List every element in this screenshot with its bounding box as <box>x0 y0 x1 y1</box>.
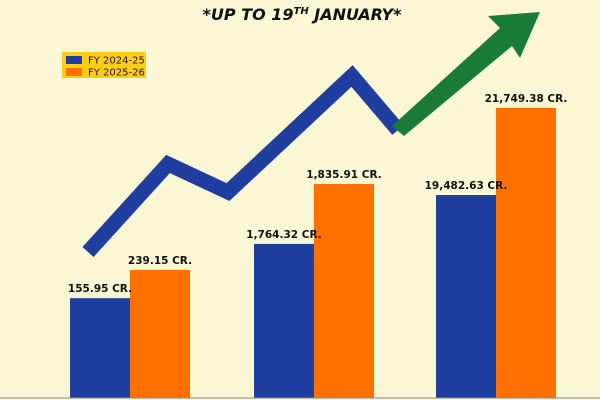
bar-value-label: 239.15 CR. <box>128 255 192 267</box>
chart-title-suffix: JANUARY* <box>309 5 402 24</box>
bar <box>314 184 374 398</box>
bars <box>70 108 556 398</box>
trend-arrow <box>82 12 540 258</box>
trend-line <box>82 65 404 258</box>
bar-value-label: 21,749.38 CR. <box>485 93 568 105</box>
trend-arrow-head <box>392 12 540 136</box>
data-labels: 155.95 CR. 239.15 CR. 1,764.32 CR. 1,835.91… <box>68 93 567 295</box>
bar-value-label: 19,482.63 CR. <box>425 180 508 192</box>
bar <box>496 108 556 398</box>
legend-label: FY 2024-25 <box>88 56 145 67</box>
legend-swatch <box>66 68 82 76</box>
bar-value-label: 1,764.32 CR. <box>246 229 321 241</box>
bar <box>70 298 130 398</box>
bar-value-label: 1,835.91 CR. <box>306 169 381 181</box>
bar <box>254 243 314 398</box>
chart-title: *UP TO 19TH JANUARY* <box>203 5 403 24</box>
bar-value-label: 155.95 CR. <box>68 283 132 295</box>
legend-swatch <box>66 56 82 64</box>
chart-title-prefix: *UP TO 19 <box>203 5 294 24</box>
bar <box>436 195 496 398</box>
chart-title-superscript: TH <box>294 6 310 17</box>
legend-label: FY 2025-26 <box>88 68 145 79</box>
bar <box>130 270 190 398</box>
